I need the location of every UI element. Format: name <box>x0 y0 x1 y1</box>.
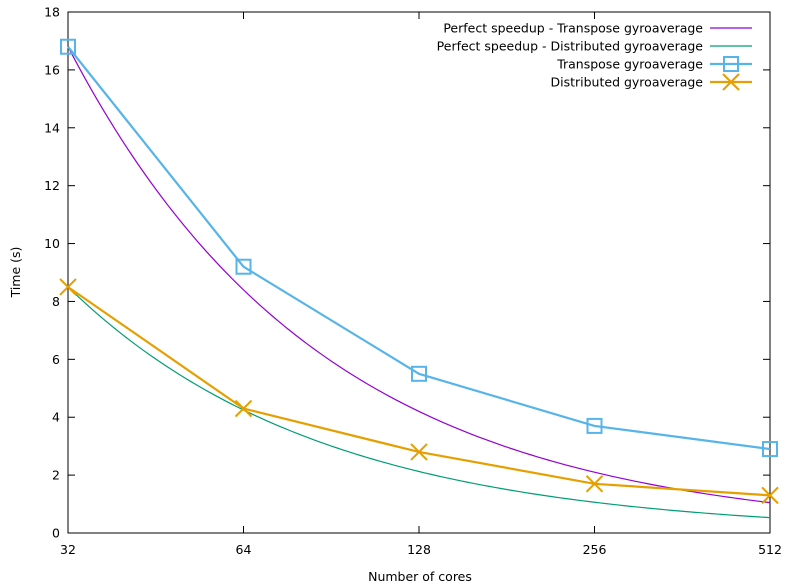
data-point-square <box>411 365 427 382</box>
legend-label: Perfect speedup - Distributed gyroaverag… <box>437 39 704 54</box>
data-point-square <box>235 258 252 275</box>
data-point-square <box>762 441 778 458</box>
series-line <box>67 46 771 451</box>
x-tick-label: 256 <box>583 542 607 557</box>
series-line <box>67 286 771 519</box>
series-line <box>67 46 771 504</box>
y-tick-label: 6 <box>52 352 60 367</box>
y-tick-label: 16 <box>44 62 60 77</box>
y-axis-label: Time (s) <box>8 247 23 299</box>
y-tick-label: 0 <box>52 526 60 541</box>
data-point-x <box>59 278 77 296</box>
data-point-x <box>761 486 779 505</box>
y-tick-label: 2 <box>52 468 60 483</box>
data-point-x <box>722 73 740 91</box>
y-tick-label: 12 <box>44 178 60 193</box>
legend-item: Perfect speedup - Transpose gyroaverage <box>443 21 752 36</box>
legend: Perfect speedup - Transpose gyroaverage P… <box>437 21 752 91</box>
x-axis-label: Number of cores <box>368 569 472 584</box>
data-point-x-stroke <box>234 399 253 418</box>
legend-item: Distributed gyroaverage <box>551 73 752 91</box>
data-point-x-stroke <box>585 475 604 493</box>
legend-item: Transpose gyroaverage <box>556 56 752 72</box>
data-point-x-stroke <box>410 443 428 461</box>
series-2 <box>67 286 771 519</box>
x-tick-label: 512 <box>758 542 782 557</box>
y-tick-label: 14 <box>44 120 60 135</box>
data-point-x-stroke <box>761 486 779 505</box>
x-tick-label: 128 <box>407 542 431 557</box>
y-tick-label: 10 <box>44 236 60 251</box>
y-tick-label: 8 <box>52 294 60 309</box>
data-point-x-stroke <box>722 73 740 91</box>
series-4 <box>59 278 779 505</box>
series-layer <box>59 38 779 519</box>
y-tick-label: 4 <box>52 410 60 425</box>
legend-label: Perfect speedup - Transpose gyroaverage <box>443 21 703 36</box>
x-axis: 32 64 128 256 512 <box>60 12 782 557</box>
legend-item: Perfect speedup - Distributed gyroaverag… <box>437 39 752 54</box>
legend-label: Transpose gyroaverage <box>556 57 703 72</box>
series-1 <box>67 46 771 504</box>
data-point-square <box>586 417 603 434</box>
x-tick-label: 32 <box>60 542 76 557</box>
data-point-square <box>723 56 739 72</box>
x-tick-label: 64 <box>236 542 252 557</box>
series-line <box>67 286 771 497</box>
plot-frame <box>67 11 771 534</box>
legend-label: Distributed gyroaverage <box>551 75 704 90</box>
data-point-x <box>410 443 428 461</box>
data-point-x <box>234 399 253 418</box>
y-tick-label: 18 <box>44 5 60 20</box>
series-3 <box>60 38 778 458</box>
data-point-square <box>60 38 76 55</box>
data-point-x <box>585 475 604 493</box>
data-point-x-stroke <box>59 278 77 296</box>
y-axis: 0 2 4 6 8 10 12 14 16 18 <box>44 5 770 541</box>
